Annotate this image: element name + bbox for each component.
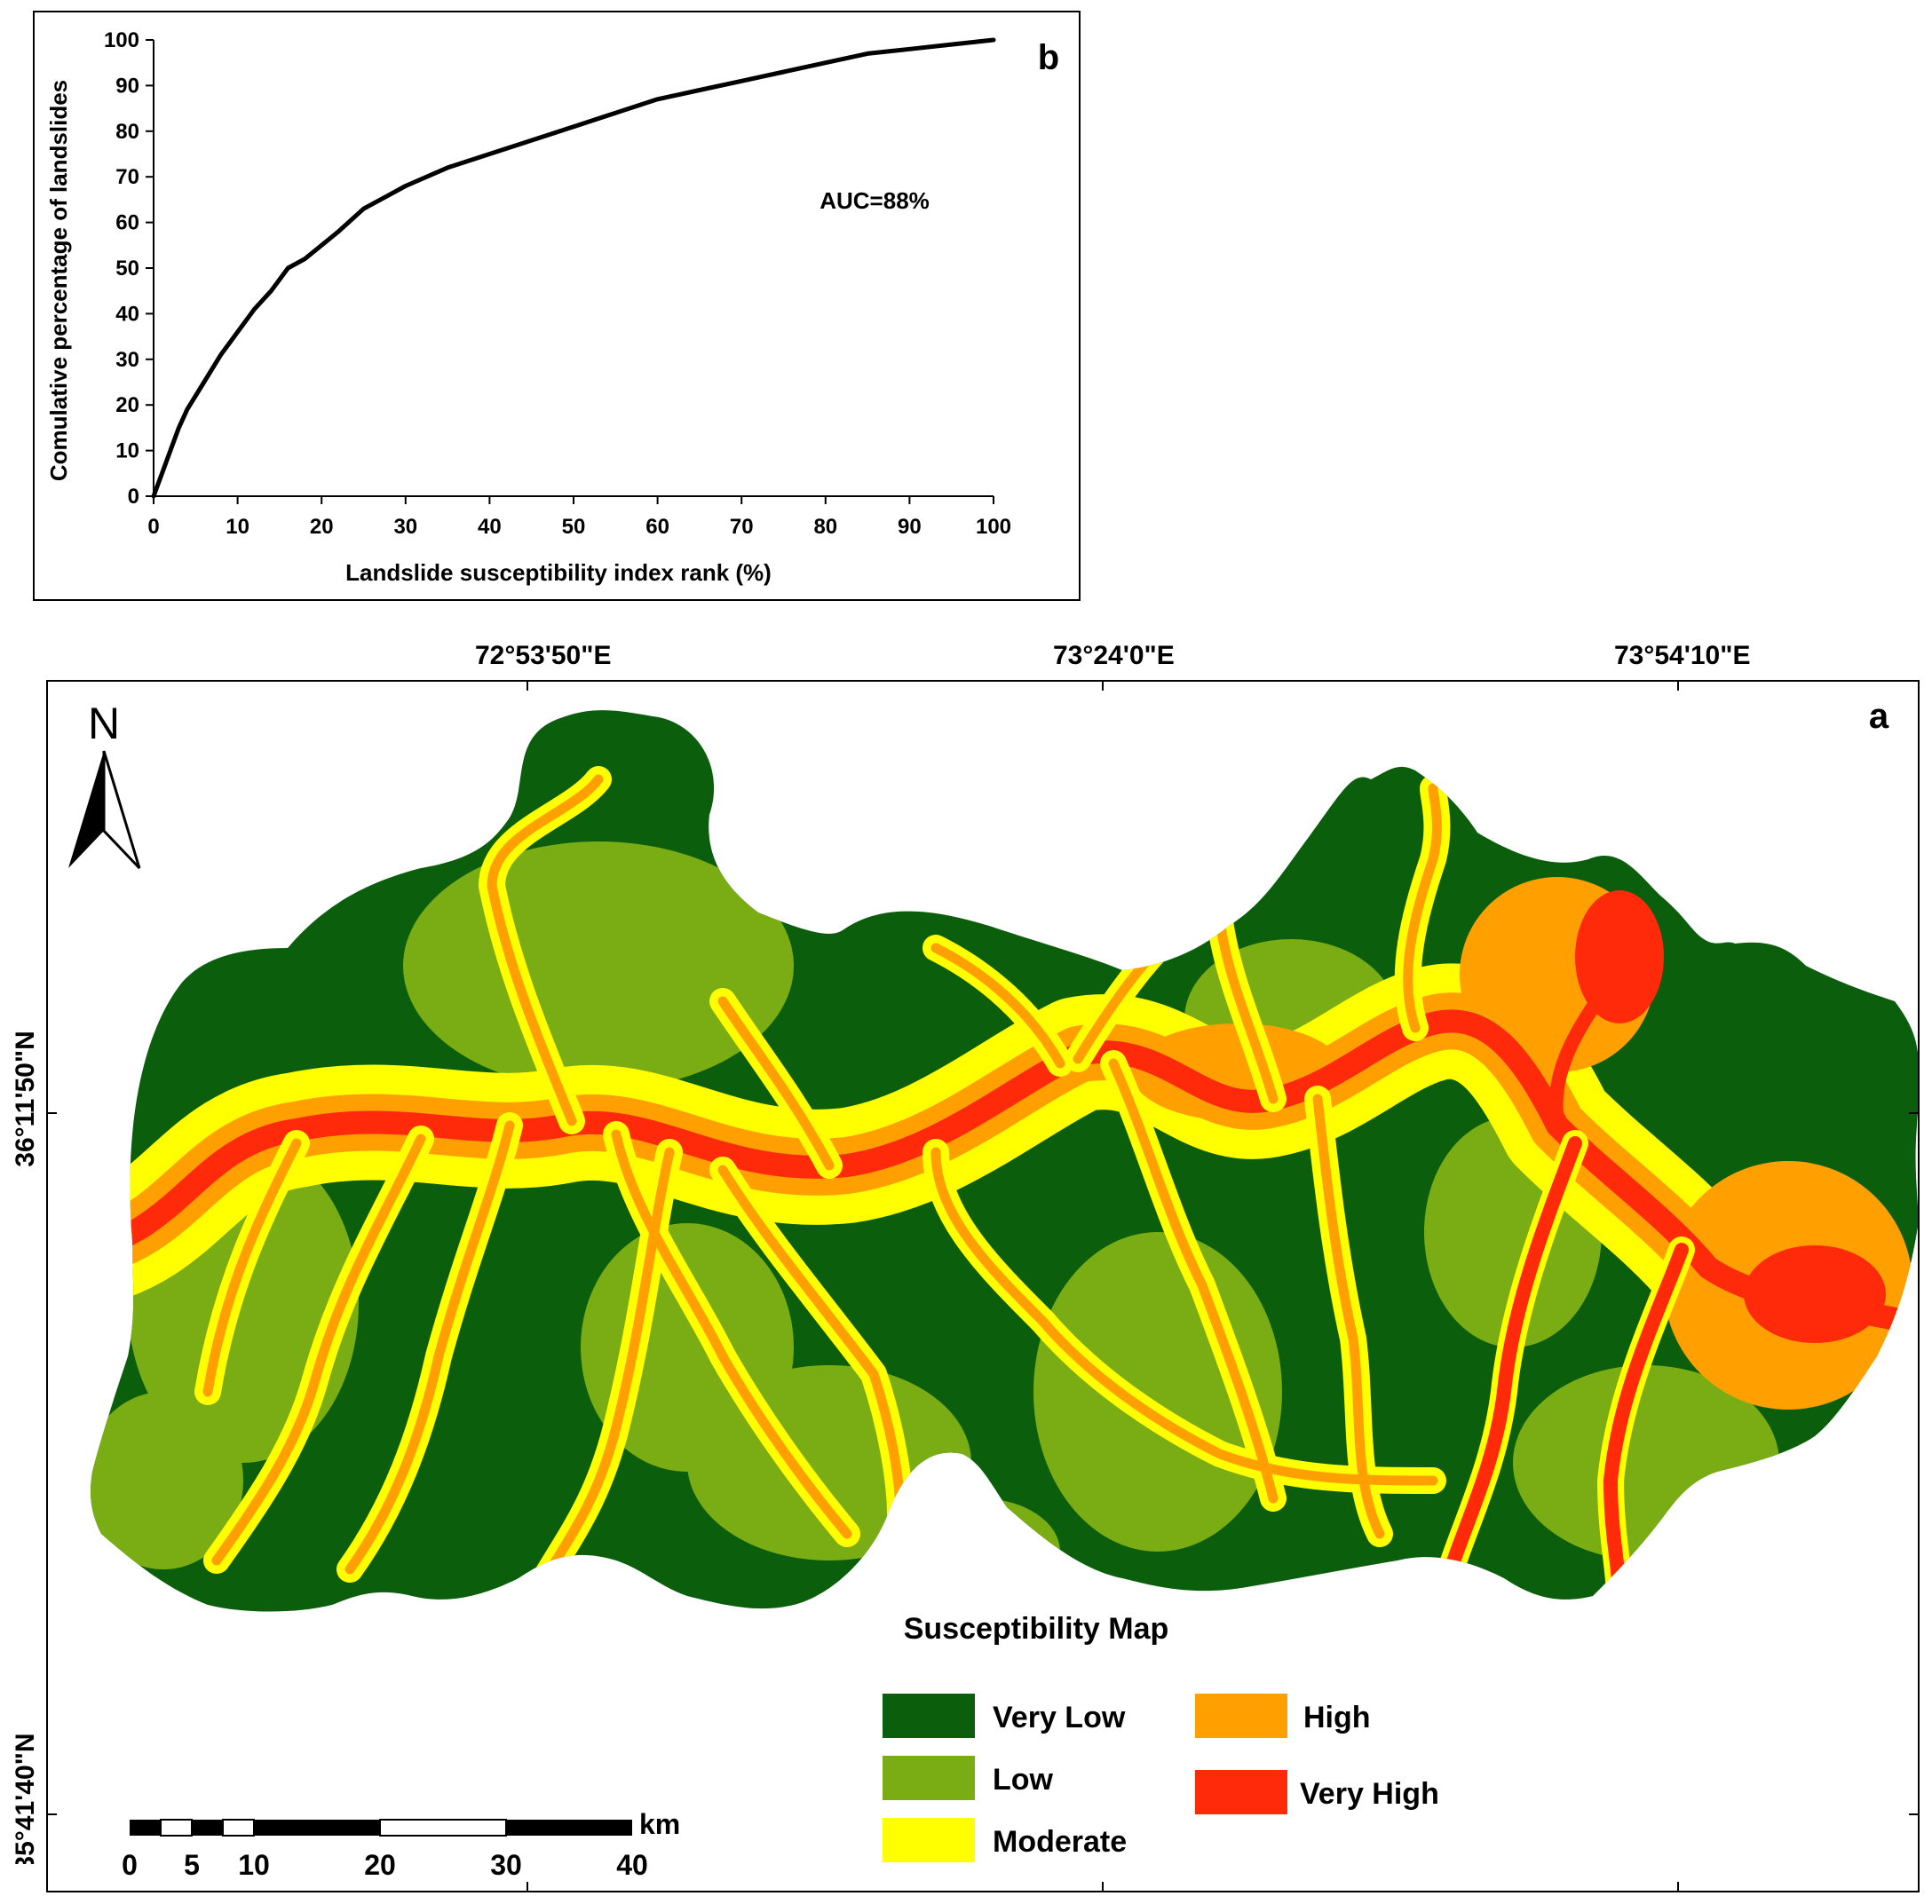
scale-bar: km 0 5 10 20 30 40 xyxy=(122,1808,680,1881)
x-tick-label: 50 xyxy=(562,515,586,539)
y-tick-label: 100 xyxy=(104,28,139,52)
y-tick-label: 30 xyxy=(115,348,139,372)
map-panel: a N Susceptibility Map Very Low Low Mode… xyxy=(46,680,1920,1892)
scale-unit: km xyxy=(639,1808,680,1840)
latitude-labels: 36°11'50"N 35°41'40"N xyxy=(11,1031,40,1864)
legend-swatch-high xyxy=(1195,1694,1287,1738)
x-tick-label: 20 xyxy=(310,515,334,539)
legend-swatch-low xyxy=(883,1756,975,1800)
scale-tick: 30 xyxy=(490,1849,522,1881)
x-tick-label: 100 xyxy=(976,515,1011,539)
panel-label-a: a xyxy=(1869,697,1889,736)
north-arrow-icon xyxy=(68,750,141,870)
legend-swatch-very-low xyxy=(883,1694,975,1738)
north-label: N xyxy=(88,699,120,748)
y-tick-label: 20 xyxy=(115,393,139,417)
legend: Susceptibility Map Very Low Low Moderate… xyxy=(883,1612,1439,1862)
y-tick-label: 80 xyxy=(115,120,139,144)
auc-annotation: AUC=88% xyxy=(820,187,930,214)
y-tick-label: 70 xyxy=(115,165,139,189)
x-tick-label: 80 xyxy=(813,515,837,539)
latitude-label: 36°11'50"N xyxy=(11,1031,40,1166)
success-rate-curve xyxy=(151,37,996,499)
scale-tick: 40 xyxy=(616,1849,648,1881)
susceptibility-raster xyxy=(91,710,1920,1612)
x-axis-label: Landslide susceptibility index rank (%) xyxy=(345,559,772,586)
x-tick-label: 0 xyxy=(147,515,159,539)
latitude-label: 35°41'40"N xyxy=(11,1733,40,1864)
y-tick-label: 10 xyxy=(115,439,139,463)
scale-tick: 20 xyxy=(364,1849,396,1881)
x-tick-label: 70 xyxy=(730,515,754,539)
y-tick-label: 0 xyxy=(128,485,139,509)
susceptibility-map: a N Susceptibility Map Very Low Low Mode… xyxy=(48,682,1920,1891)
legend-label-very-low: Very Low xyxy=(993,1701,1126,1734)
frame-ticks xyxy=(48,682,1918,1891)
scale-tick: 0 xyxy=(122,1849,138,1881)
legend-label-high: High xyxy=(1303,1701,1371,1734)
legend-label-moderate: Moderate xyxy=(993,1825,1127,1859)
longitude-label: 72°53'50"E xyxy=(475,641,612,670)
scale-tick: 10 xyxy=(238,1849,270,1881)
legend-label-very-high: Very High xyxy=(1300,1777,1439,1811)
legend-title: Susceptibility Map xyxy=(904,1612,1169,1646)
x-tick-label: 10 xyxy=(226,515,249,539)
y-tick-label: 50 xyxy=(115,257,139,280)
x-tick-label: 60 xyxy=(645,515,669,539)
longitude-label: 73°24'0"E xyxy=(1053,641,1175,670)
y-tick-label: 40 xyxy=(115,302,139,326)
y-tick-label: 90 xyxy=(115,74,139,98)
longitude-label: 73°54'10"E xyxy=(1614,641,1751,670)
x-tick-label: 90 xyxy=(898,515,922,539)
panel-label-b: b xyxy=(1038,38,1059,77)
y-axis-label: Comulative percentage of landslides xyxy=(45,80,72,481)
legend-swatch-moderate xyxy=(883,1818,975,1862)
legend-swatch-very-high xyxy=(1195,1770,1287,1814)
y-tick-label: 60 xyxy=(115,211,139,235)
chart-panel: b AUC=88% Landslide susceptibility index… xyxy=(33,11,1081,601)
x-tick-label: 30 xyxy=(393,515,417,539)
scale-tick: 5 xyxy=(184,1849,200,1881)
success-rate-chart: b AUC=88% Landslide susceptibility index… xyxy=(45,28,1059,586)
x-tick-label: 40 xyxy=(478,515,502,539)
legend-label-low: Low xyxy=(993,1763,1054,1797)
